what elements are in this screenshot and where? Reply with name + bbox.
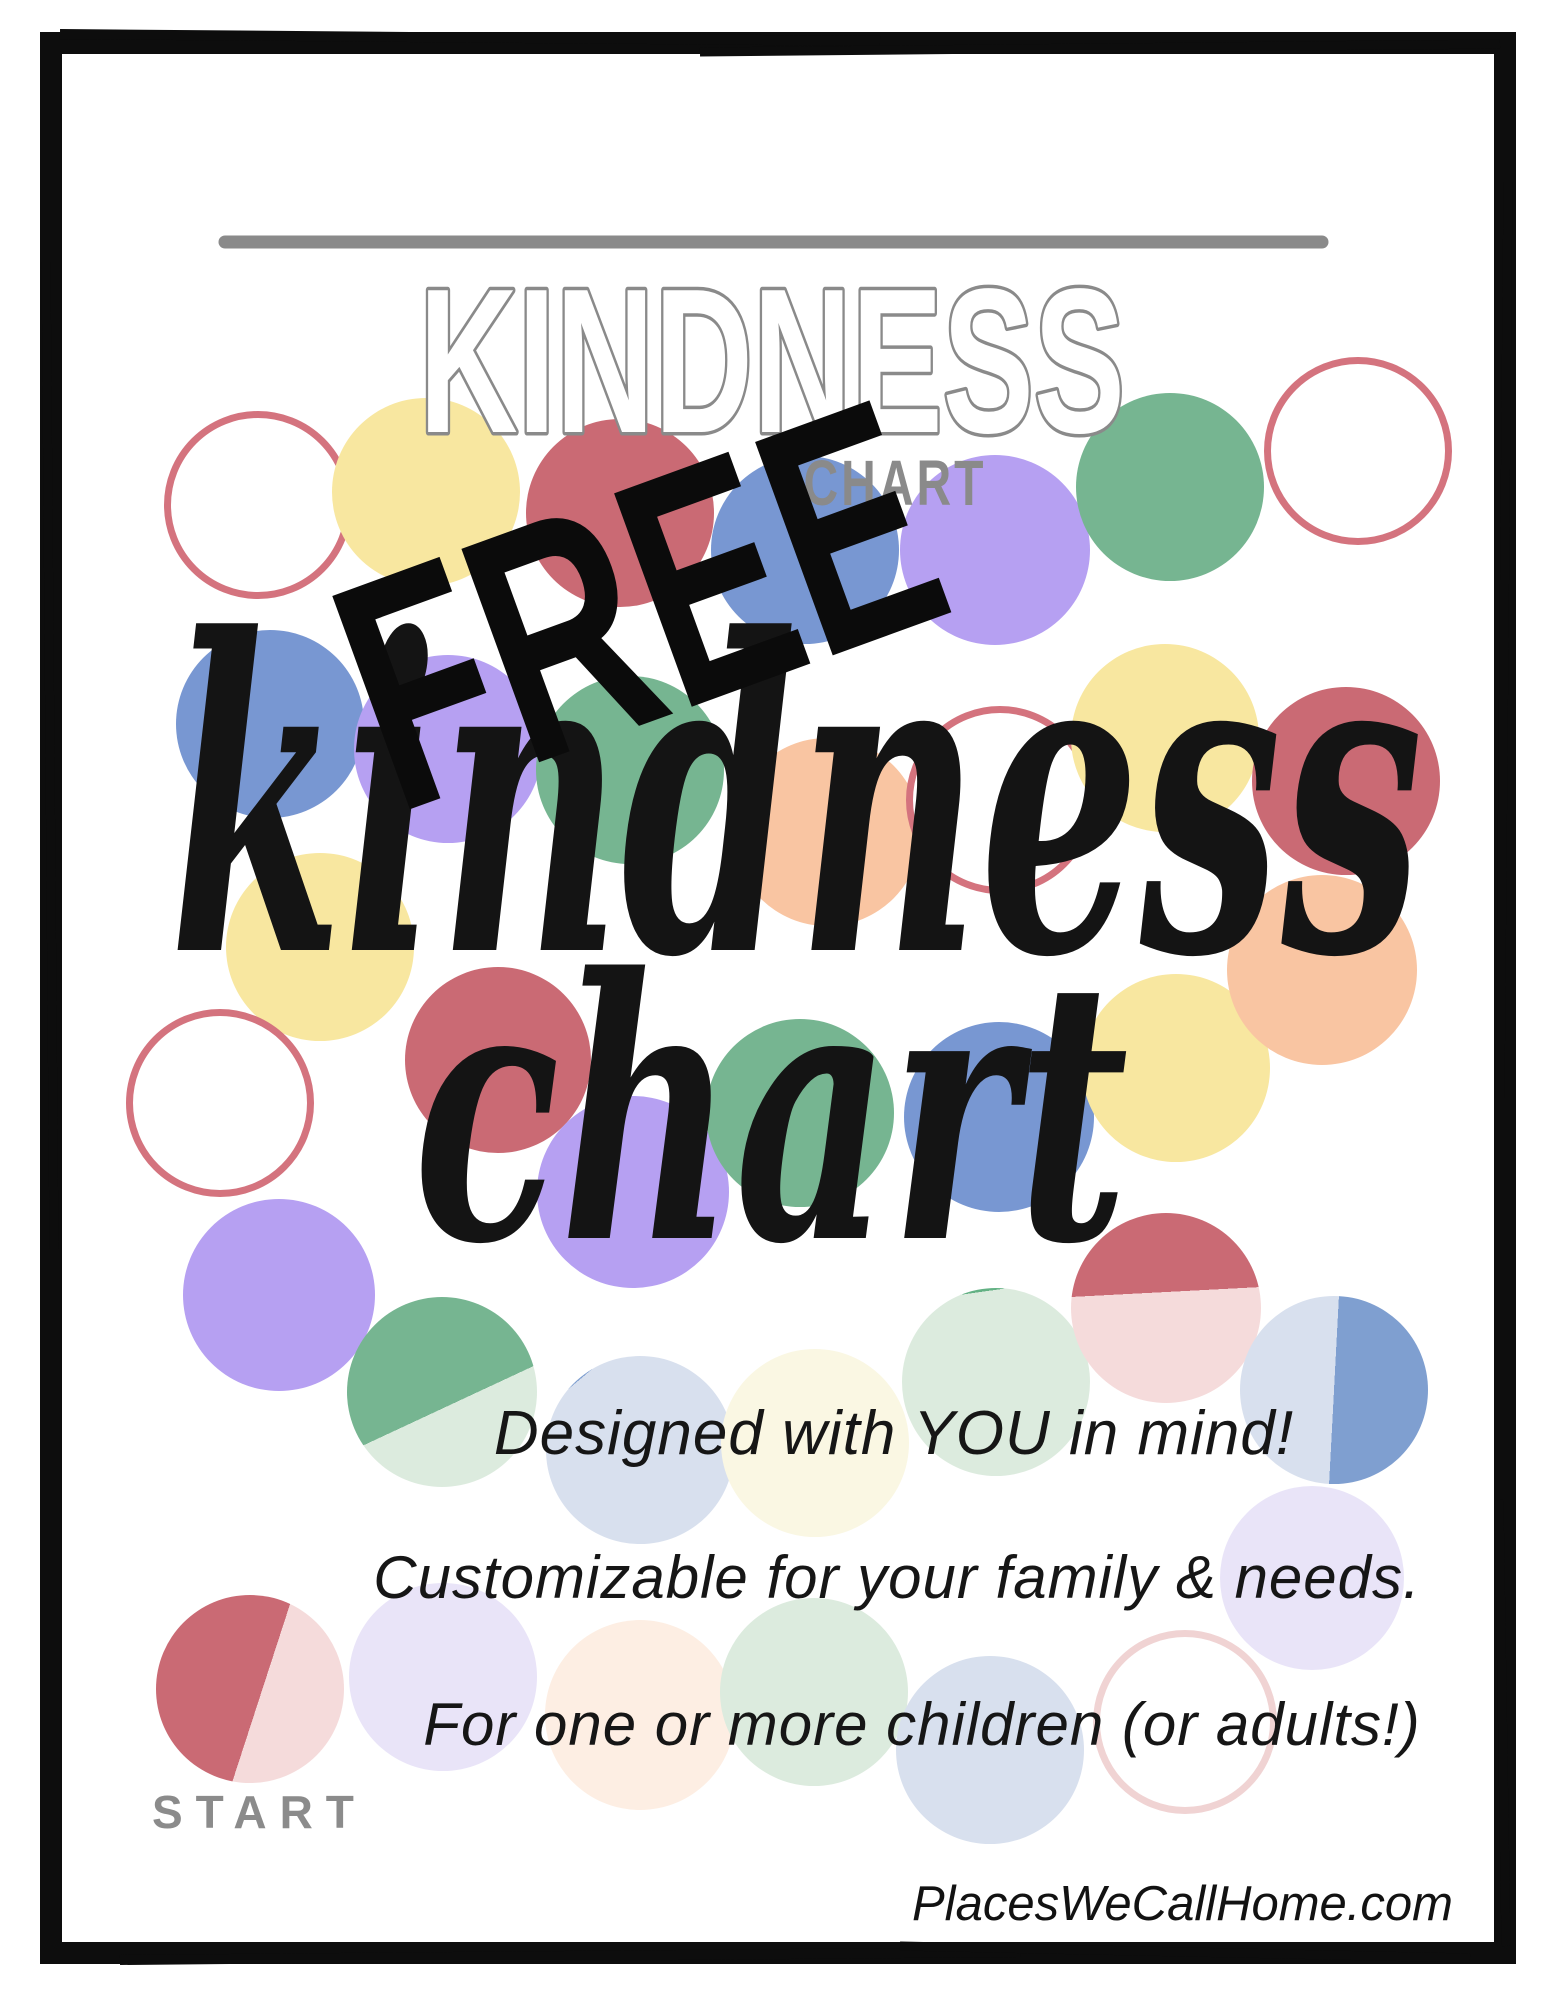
- dot: [900, 455, 1090, 645]
- dot: [902, 1288, 1090, 1476]
- dot: [904, 1022, 1094, 1212]
- dot: [332, 398, 520, 586]
- dot: [164, 411, 352, 599]
- poster-title-outline: KINDNESS: [419, 246, 1125, 476]
- frame-stroke-left: [41, 259, 59, 1251]
- dot: [733, 738, 921, 926]
- script-kindness: kindness: [169, 547, 1423, 1052]
- dot: [536, 676, 724, 864]
- frame-stroke-bottom-left: [119, 1947, 1021, 1965]
- dot: [896, 1656, 1084, 1844]
- dot: [537, 1096, 729, 1288]
- tagline-designed: Designed with YOU in mind!: [493, 1399, 1295, 1468]
- dot: [1252, 687, 1440, 875]
- dot: [405, 967, 591, 1153]
- dot: [1227, 875, 1417, 1065]
- dot: [183, 1199, 375, 1391]
- frame-stroke-right: [1495, 179, 1513, 1101]
- poster-subtitle: CHART: [804, 447, 987, 519]
- frame-stroke-right-low: [1494, 1499, 1511, 1947]
- dot: [1093, 1630, 1277, 1814]
- website-url: PlacesWeCallHome.com: [912, 1877, 1453, 1931]
- dot: [354, 655, 542, 843]
- dot: [349, 1583, 537, 1771]
- dot: [156, 1595, 344, 1783]
- tagline-customizable: Customizable for your family & needs.: [373, 1544, 1421, 1611]
- dot: [720, 1598, 908, 1786]
- dot: [711, 456, 899, 644]
- dot: [1240, 1296, 1428, 1484]
- dot: [526, 419, 714, 607]
- dot: [1071, 644, 1259, 832]
- tagline-children: For one or more children (or adults!): [423, 1691, 1421, 1758]
- dot: [347, 1297, 537, 1487]
- dot: [1220, 1486, 1404, 1670]
- dot: [545, 1620, 735, 1810]
- frame-stroke-top-left: [59, 29, 881, 46]
- dot: [546, 1356, 734, 1544]
- dot: [706, 1019, 894, 1207]
- frame-stroke-top-right: [699, 39, 1501, 57]
- dot: [721, 1349, 909, 1537]
- frame-stroke-bottom-right: [899, 1941, 1471, 1963]
- dot: [1071, 1213, 1261, 1403]
- dot: [906, 706, 1094, 894]
- script-chart: chart: [414, 900, 1129, 1323]
- dot: [1076, 393, 1264, 581]
- dot: [176, 630, 364, 818]
- dot: [126, 1009, 314, 1197]
- dot: [226, 853, 414, 1041]
- dot: [1264, 357, 1452, 545]
- start-label: START: [152, 1786, 367, 1838]
- frame: [40, 29, 1516, 1965]
